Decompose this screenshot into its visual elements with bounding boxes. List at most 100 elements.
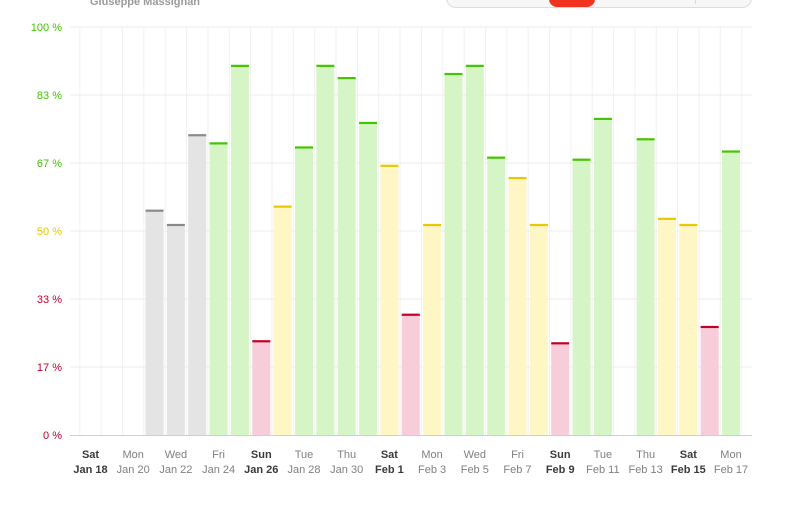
x-tick-date: Feb 9 — [546, 464, 575, 476]
bar-feb-4[interactable] — [444, 72, 463, 436]
y-tick-label: 83 % — [37, 90, 62, 102]
bar-cap — [593, 117, 612, 120]
bar-jan-23[interactable] — [188, 134, 207, 435]
bar-fill — [722, 151, 740, 435]
bar-feb-16[interactable] — [700, 325, 719, 435]
bar-fill — [401, 314, 420, 435]
bar-feb-13[interactable] — [636, 138, 655, 435]
y-tick-label: 33 % — [37, 294, 62, 306]
bar-feb-17[interactable] — [722, 150, 740, 435]
bar-jan-22[interactable] — [166, 223, 185, 435]
y-tick-label: 67 % — [37, 158, 62, 170]
bar-cap — [359, 121, 378, 125]
x-tick-date: Feb 3 — [418, 464, 446, 476]
bar-feb-15[interactable] — [679, 223, 698, 435]
bar-cap — [252, 340, 271, 343]
bar-fill — [465, 65, 484, 435]
bar-fill — [636, 139, 655, 435]
user-name: Giuseppe Massignan — [90, 0, 201, 8]
x-tick-date: Jan 18 — [73, 464, 107, 476]
bar-feb-3[interactable] — [423, 223, 442, 435]
bar-jan-21[interactable] — [145, 209, 164, 435]
bar-fill — [679, 224, 698, 435]
bar-feb-14[interactable] — [657, 217, 676, 435]
bar-cap — [487, 156, 506, 159]
bar-cap — [295, 146, 313, 149]
x-tick-day: Fri — [212, 449, 225, 461]
bar-jan-26[interactable] — [252, 340, 271, 435]
bar-jan-25[interactable] — [230, 64, 249, 435]
bar-jan-28[interactable] — [295, 146, 313, 436]
x-tick-day: Mon — [720, 449, 741, 461]
y-tick-label: 100 % — [31, 22, 62, 34]
bar-fill — [700, 326, 719, 435]
bar-cap — [380, 164, 399, 167]
x-tick-date: Feb 5 — [461, 464, 489, 476]
bar-cap — [273, 205, 292, 208]
bar-cap — [679, 223, 698, 227]
bar-fill — [209, 143, 228, 435]
x-tick-day: Tue — [594, 449, 613, 461]
x-tick-date: Feb 17 — [714, 464, 748, 476]
bar-feb-11[interactable] — [593, 117, 612, 436]
bar-fill — [529, 224, 548, 435]
x-tick-date: Jan 22 — [159, 464, 192, 476]
bar-jan-29[interactable] — [316, 64, 335, 435]
x-tick-day: Wed — [464, 449, 486, 461]
bar-fill — [551, 343, 570, 435]
bar-feb-8[interactable] — [529, 223, 548, 435]
bar-feb-1[interactable] — [380, 164, 399, 435]
bar-cap — [209, 142, 228, 145]
bar-cap — [722, 150, 740, 153]
bar-cap — [700, 325, 719, 329]
x-tick-date: Jan 30 — [330, 464, 363, 476]
x-tick-day: Thu — [337, 449, 356, 461]
chart-bars — [145, 64, 740, 436]
bar-fill — [295, 147, 313, 436]
bar-fill — [487, 157, 506, 435]
x-axis: Sat Jan 18 Mon Jan 20 Wed Jan 22 Fri Jan 24 Sun J… — [70, 435, 752, 476]
x-tick-day: Sun — [251, 449, 272, 461]
bar-feb-10[interactable] — [572, 158, 591, 435]
bar-cap — [401, 313, 420, 316]
bar-jan-30[interactable] — [337, 77, 356, 435]
bar-fill — [230, 65, 249, 435]
bar-fill — [380, 165, 399, 435]
x-tick-date: Feb 15 — [671, 464, 706, 476]
bar-cap — [508, 176, 527, 180]
bar-cap — [551, 342, 570, 345]
bar-feb-6[interactable] — [487, 156, 506, 435]
x-tick-day: Mon — [421, 449, 442, 461]
x-tick-date: Feb 13 — [628, 464, 662, 476]
bar-cap — [145, 209, 164, 212]
bar-cap — [337, 77, 356, 80]
x-tick-date: Feb 11 — [586, 464, 619, 476]
bar-cap — [529, 223, 548, 227]
x-tick-day: Tue — [295, 449, 314, 461]
view-toggle-active-segment[interactable] — [549, 0, 595, 7]
bar-feb-5[interactable] — [465, 64, 484, 435]
bar-fill — [444, 73, 463, 436]
bar-fill — [572, 159, 591, 435]
bar-cap — [465, 64, 484, 67]
bar-fill — [316, 65, 335, 435]
bar-feb-9[interactable] — [551, 342, 570, 435]
x-tick-date: Feb 7 — [503, 464, 531, 476]
bar-jan-24[interactable] — [209, 142, 228, 435]
x-tick-date: Jan 24 — [202, 464, 235, 476]
bar-fill — [359, 122, 378, 435]
bar-cap — [188, 134, 207, 137]
bar-feb-2[interactable] — [401, 313, 420, 435]
x-tick-date: Jan 26 — [244, 464, 278, 476]
bar-fill — [593, 118, 612, 436]
bar-cap — [444, 72, 463, 76]
bar-jan-27[interactable] — [273, 205, 292, 435]
y-tick-label: 17 % — [37, 362, 62, 374]
bar-feb-7[interactable] — [508, 176, 527, 435]
bar-fill — [657, 218, 676, 435]
bar-jan-31[interactable] — [359, 121, 378, 435]
bar-fill — [145, 210, 164, 435]
bar-fill — [166, 224, 185, 435]
x-tick-day: Thu — [636, 449, 655, 461]
